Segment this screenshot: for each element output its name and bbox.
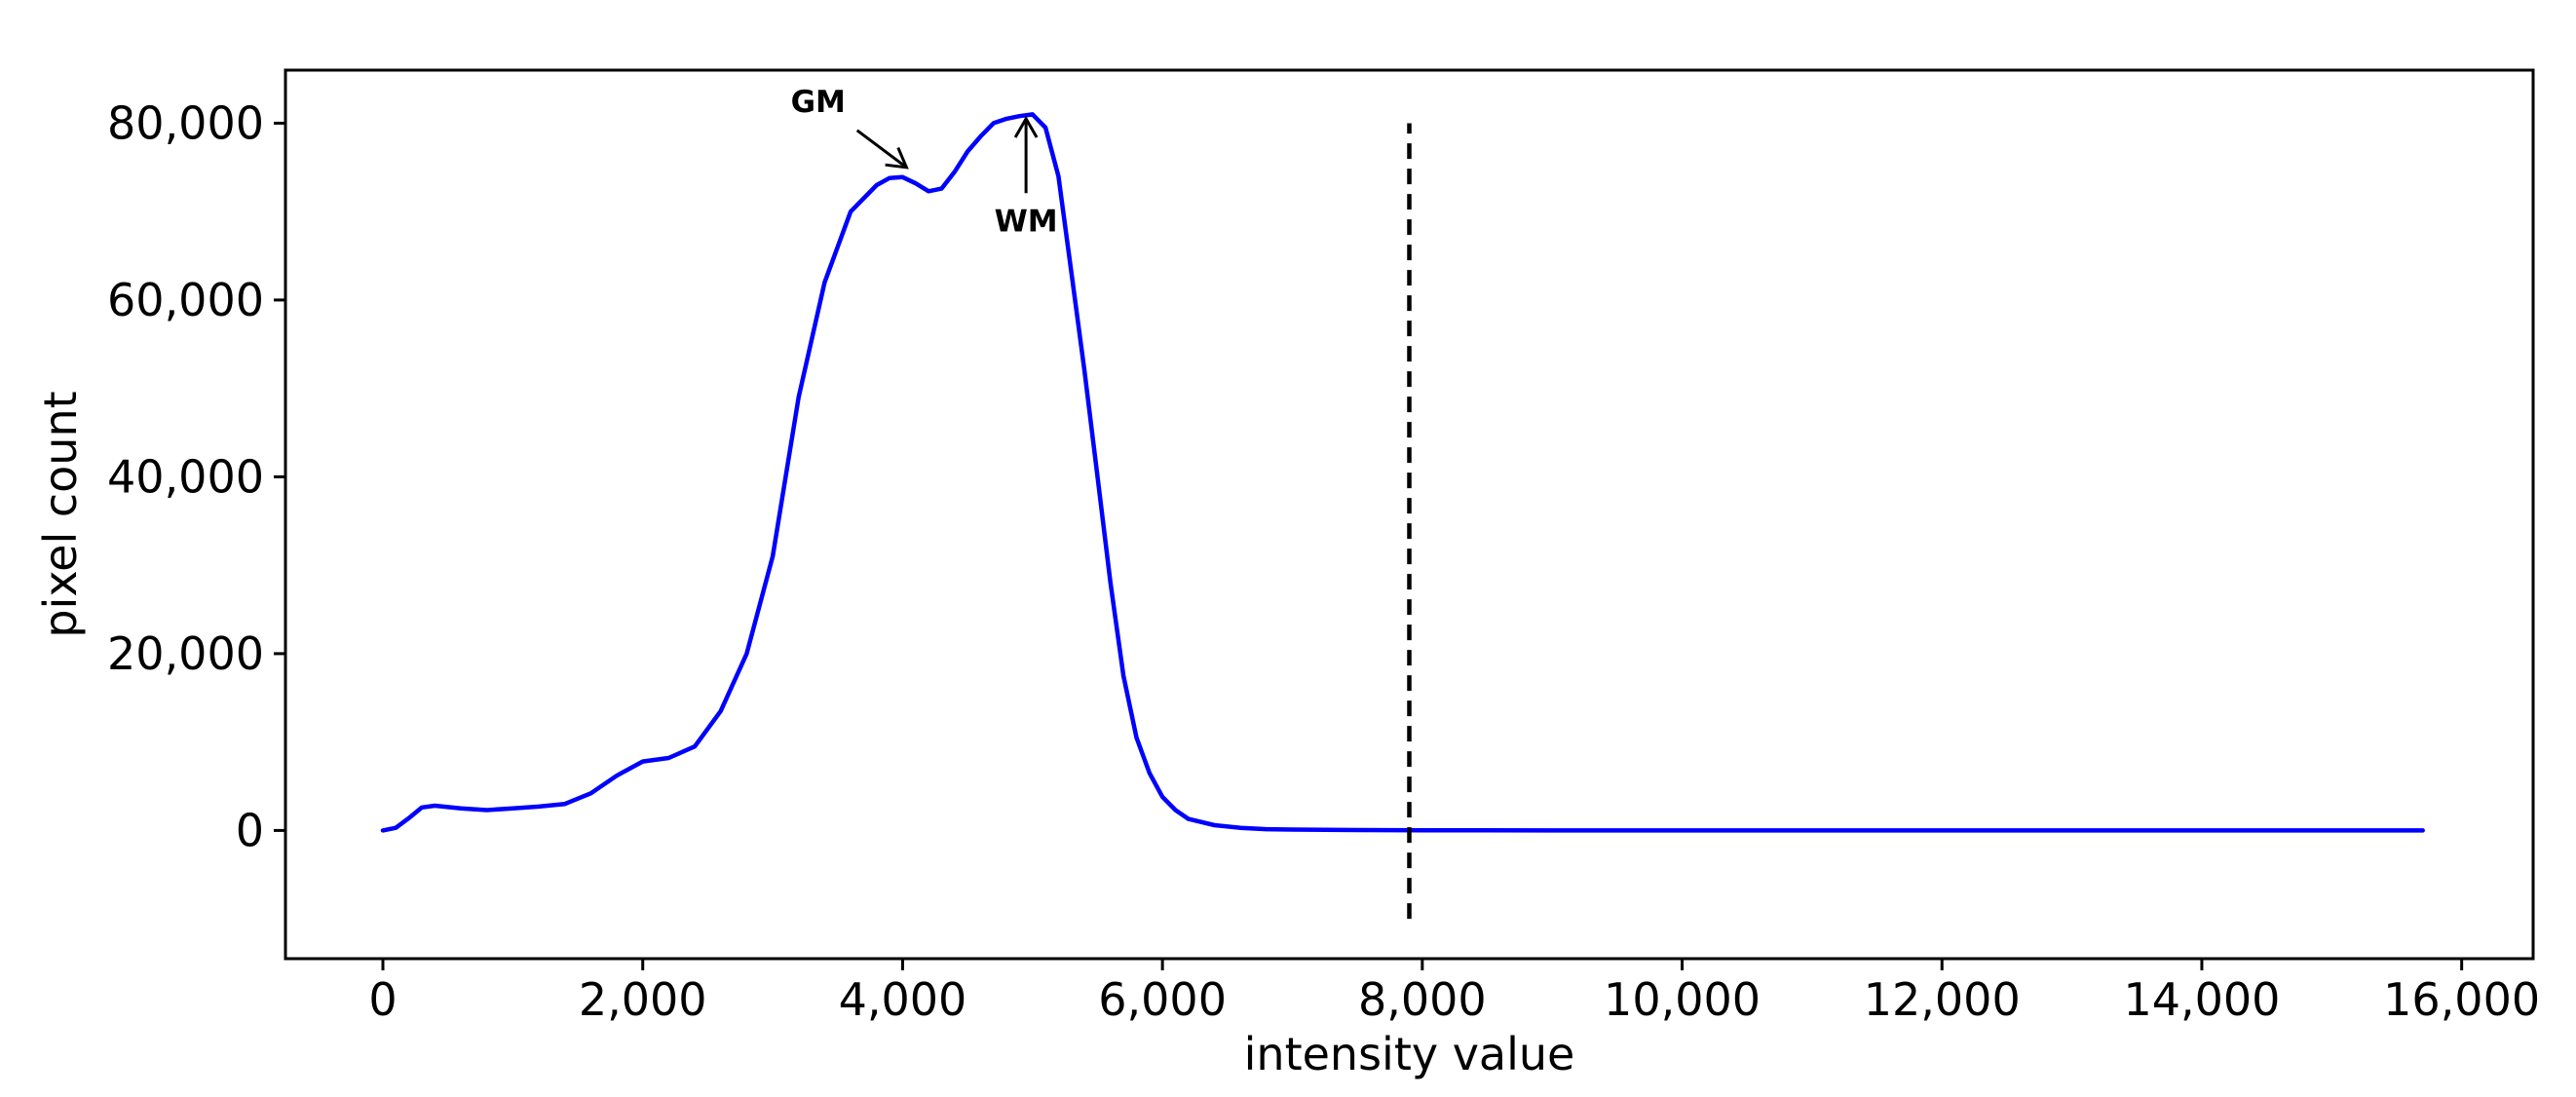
x-tick-label: 2,000 [579,973,707,1026]
annotation-arrow-head [885,146,909,170]
x-tick-label: 16,000 [2383,973,2540,1026]
plot-area [380,112,2425,920]
annotation-label-gm: GM [791,85,846,120]
x-tick-label: 12,000 [1864,973,2021,1026]
x-axis-label: intensity value [1244,1028,1575,1080]
x-tick-label: 4,000 [839,973,967,1026]
x-tick-label: 14,000 [2123,973,2280,1026]
y-tick-label: 80,000 [107,96,264,149]
axes-frame [284,68,2535,961]
y-axis-label: pixel count [34,391,87,637]
x-tick-label: 8,000 [1358,973,1487,1026]
x-tick-label: 6,000 [1098,973,1227,1026]
y-tick-label: 60,000 [107,274,264,326]
axis-ticks: 0 2,000 4,000 6,000 8,000 10,000 12,000 14,000 1… [107,96,2540,1026]
x-tick-label: 10,000 [1604,973,1761,1026]
annotation-arrow-head [1013,115,1039,138]
annotations: GM WM [791,85,1058,240]
y-tick-label: 20,000 [107,627,264,680]
annotation-label-wm: WM [995,204,1058,239]
x-tick-label: 0 [368,973,397,1026]
y-tick-label: 0 [236,804,264,856]
series-line-0 [380,112,2425,833]
annotation-arrow-shaft [855,129,908,170]
y-tick-label: 40,000 [107,450,264,503]
